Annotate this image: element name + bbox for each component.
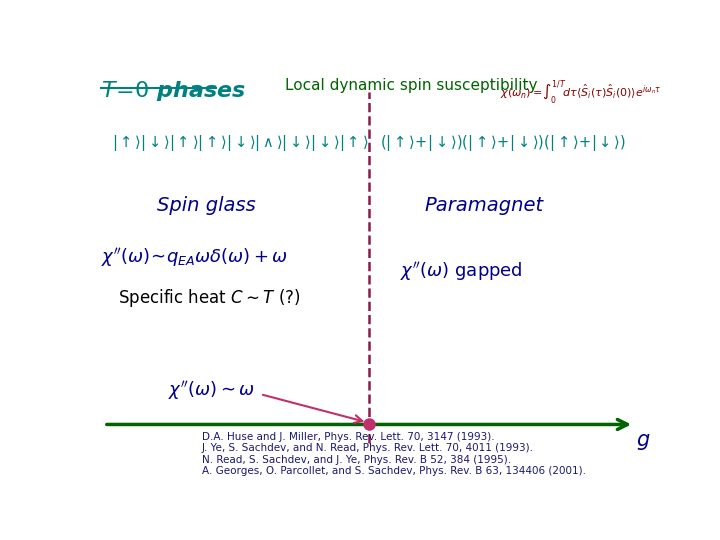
Text: $\chi''(\omega)$ gapped: $\chi''(\omega)$ gapped <box>400 260 523 283</box>
Text: $\chi''(\omega)\sim\omega$: $\chi''(\omega)\sim\omega$ <box>168 379 256 402</box>
Text: $\chi''(\omega)\!\sim\! q_{EA}\omega\delta(\omega)+\omega$: $\chi''(\omega)\!\sim\! q_{EA}\omega\del… <box>101 246 288 269</box>
Text: N. Read, S. Sachdev, and J. Ye, Phys. Rev. B 52, 384 (1995).: N. Read, S. Sachdev, and J. Ye, Phys. Re… <box>202 455 510 465</box>
Text: D.A. Huse and J. Miller, Phys. Rev. Lett. 70, 3147 (1993).: D.A. Huse and J. Miller, Phys. Rev. Lett… <box>202 431 494 442</box>
Text: Local dynamic spin susceptibility: Local dynamic spin susceptibility <box>285 78 538 93</box>
Text: Paramagnet: Paramagnet <box>425 196 544 215</box>
Text: $g$: $g$ <box>636 431 650 451</box>
Text: $T\!=\!0$ phases: $T\!=\!0$ phases <box>101 79 246 103</box>
Text: $\chi(\omega_n)=\!\int_0^{1/T}\!d\tau\langle\hat{S}_i(\tau)\hat{S}_i(0)\rangle e: $\chi(\omega_n)=\!\int_0^{1/T}\!d\tau\la… <box>500 78 662 106</box>
Text: A. Georges, O. Parcollet, and S. Sachdev, Phys. Rev. B 63, 134406 (2001).: A. Georges, O. Parcollet, and S. Sachdev… <box>202 467 585 476</box>
Text: Spin glass: Spin glass <box>157 196 256 215</box>
Text: $(|\uparrow\rangle\!+\!|\downarrow\rangle)(|\uparrow\rangle\!+\!|\downarrow\rang: $(|\uparrow\rangle\!+\!|\downarrow\rangl… <box>380 133 626 153</box>
Text: $|\uparrow\rangle|\downarrow\rangle|\uparrow\rangle|\uparrow\rangle|\downarrow\r: $|\uparrow\rangle|\downarrow\rangle|\upa… <box>112 133 369 153</box>
Text: J. Ye, S. Sachdev, and N. Read, Phys. Rev. Lett. 70, 4011 (1993).: J. Ye, S. Sachdev, and N. Read, Phys. Re… <box>202 443 534 453</box>
Text: Specific heat $C \sim T$ (?): Specific heat $C \sim T$ (?) <box>118 287 300 309</box>
